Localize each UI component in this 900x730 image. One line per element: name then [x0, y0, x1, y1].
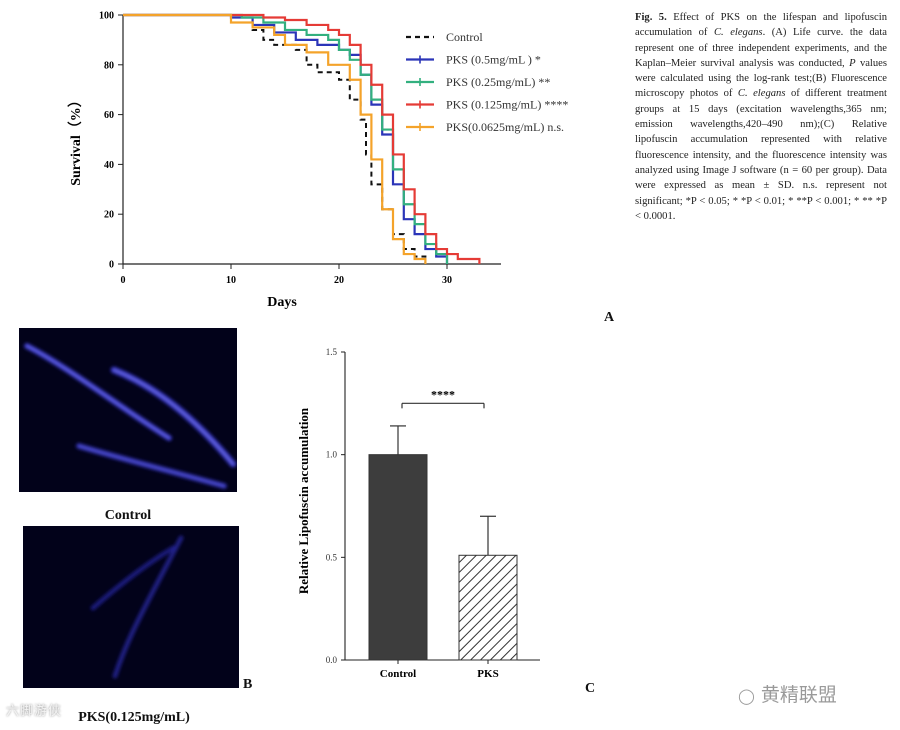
watermark-right-text: 黄精联盟: [760, 684, 837, 706]
y-tick-label: 80: [104, 60, 114, 71]
y-tick-label: 100: [99, 11, 114, 22]
x-tick-label: 10: [226, 275, 236, 286]
watermark-left: 六脚游侠: [6, 704, 63, 719]
label-pks: PKS(0.125mg/mL): [78, 710, 190, 725]
survival-line-4: [123, 13, 427, 264]
survival-line-0: [123, 14, 427, 264]
legend-label-0: Control: [446, 30, 483, 44]
fluorescence-image-pks: [23, 526, 239, 688]
x-tick-label: Control: [380, 668, 416, 680]
y-tick-label: 1.5: [326, 347, 338, 357]
figure-caption: Fig. 5. Effect of PKS on the lifespan an…: [635, 10, 887, 224]
y-tick-label: 0.0: [326, 655, 338, 665]
worms-pks-graphic: [90, 535, 184, 679]
bar-pks: [458, 554, 518, 661]
worms-control-graphic: [24, 343, 237, 489]
y-tick-label: 60: [104, 110, 114, 121]
caption-text-2: . (A) Life curve. the data represent one…: [635, 27, 887, 69]
caption-italic-3: C. elegans: [737, 88, 786, 100]
fluorescence-image-control: [19, 328, 237, 492]
wechat-icon: ◯​: [738, 687, 755, 705]
panel-letter-c: C: [585, 681, 596, 696]
x-tick-label: 20: [334, 275, 344, 286]
bar-control: [368, 454, 428, 661]
x-tick-label: PKS: [477, 668, 498, 680]
panel-letter-a: A: [604, 310, 615, 325]
y-tick-label: 0.5: [326, 552, 338, 562]
survival-line-2: [123, 13, 449, 264]
x-tick-label: 0: [121, 275, 126, 286]
y-tick-label: 20: [104, 210, 114, 221]
significance-label: ****: [431, 387, 455, 401]
y-tick-label: 40: [104, 160, 114, 171]
legend-label-1: PKS (0.5mg/mL ) *: [446, 53, 541, 67]
caption-text-4: of different treatment groups at 15 days…: [635, 88, 887, 222]
y-axis-title: Relative Lipofuscin accumulation: [296, 407, 311, 594]
caption-italic-2: P: [849, 57, 856, 69]
y-tick-label: 0: [109, 260, 114, 271]
y-tick-label: 1.0: [326, 450, 338, 460]
legend-label-3: PKS (0.125mg/mL) ****: [446, 98, 568, 112]
survival-line-3: [123, 13, 481, 264]
survival-line-1: [123, 13, 449, 264]
legend-label-4: PKS(0.0625mg/mL) n.s.: [446, 120, 564, 134]
panel-letter-b: B: [243, 677, 253, 692]
caption-text-1: Effect of PKS on the lifespan and lipofu…: [635, 12, 887, 39]
caption-label: Fig. 5.: [635, 12, 667, 23]
x-axis-title: Days: [267, 295, 297, 310]
watermark-right: ◯​ 黄精联盟: [738, 680, 837, 707]
lipofuscin-bar-chart: 0.0 0.5 1.0 1.5 Relative Lipofuscin accumula…: [296, 347, 540, 680]
survival-chart: 0 20 40 60 80 100 0 10 20 30 Days Survival（%） Contro…: [68, 11, 568, 311]
x-tick-label: 30: [442, 275, 452, 286]
y-axis-title: Survival（%）: [68, 93, 84, 186]
legend-label-2: PKS (0.25mg/mL) **: [446, 75, 550, 89]
caption-text-3: values were calculated using the log-ran…: [635, 57, 888, 100]
caption-italic-1: C. elegans: [713, 27, 763, 39]
label-control: Control: [104, 508, 152, 523]
